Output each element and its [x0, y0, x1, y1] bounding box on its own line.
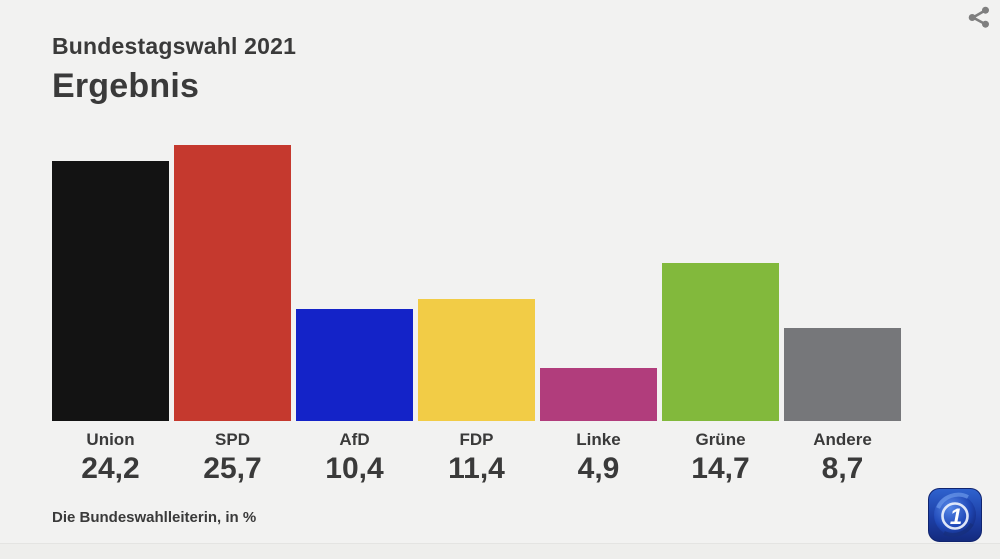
bar-column-andere: Andere 8,7	[784, 145, 901, 486]
bar-linke	[540, 368, 657, 421]
bar-track	[296, 145, 413, 421]
share-icon	[966, 6, 992, 33]
svg-text:1: 1	[950, 504, 962, 529]
bar-union	[52, 161, 169, 421]
bar-andere	[784, 328, 901, 421]
bar-chart: Union 24,2 SPD 25,7 AfD 10,4 FDP 11,4 Linke 4,9 Gr…	[52, 145, 901, 486]
bottom-strip	[0, 544, 1000, 559]
bar-label: FDP	[459, 430, 494, 449]
bar-label: AfD	[339, 430, 370, 449]
ard-tagesschau-logo-icon: 1	[928, 488, 982, 542]
bar-value: 8,7	[821, 452, 864, 485]
bar-track	[540, 145, 657, 421]
bar-track	[784, 145, 901, 421]
share-button[interactable]	[966, 4, 992, 30]
bottom-divider	[0, 543, 1000, 544]
bar-column-afd: AfD 10,4	[296, 145, 413, 486]
bar-label: Linke	[576, 430, 621, 449]
bar-value: 14,7	[691, 452, 750, 485]
bar-label: Grüne	[695, 430, 746, 449]
bar-value: 25,7	[203, 452, 262, 485]
page-title: Ergebnis	[52, 67, 200, 105]
bar-track	[174, 145, 291, 421]
bar-label: Andere	[813, 430, 872, 449]
bar-column-union: Union 24,2	[52, 145, 169, 486]
bar-track	[418, 145, 535, 421]
bar-gruene	[662, 263, 779, 421]
bar-column-gruene: Grüne 14,7	[662, 145, 779, 486]
bar-label: Union	[86, 430, 135, 449]
bar-label: SPD	[215, 430, 250, 449]
bar-spd	[174, 145, 291, 421]
bar-value: 4,9	[577, 452, 620, 485]
bar-column-fdp: FDP 11,4	[418, 145, 535, 486]
bar-value: 24,2	[81, 452, 140, 485]
bar-track	[52, 145, 169, 421]
bar-track	[662, 145, 779, 421]
bar-value: 10,4	[325, 452, 384, 485]
source-note: Die Bundeswahlleiterin, in %	[52, 509, 257, 526]
bar-column-linke: Linke 4,9	[540, 145, 657, 486]
bar-afd	[296, 309, 413, 421]
chart-subtitle: Bundestagswahl 2021	[52, 33, 297, 59]
bar-column-spd: SPD 25,7	[174, 145, 291, 486]
bar-value: 11,4	[448, 452, 505, 485]
bar-fdp	[418, 299, 535, 421]
